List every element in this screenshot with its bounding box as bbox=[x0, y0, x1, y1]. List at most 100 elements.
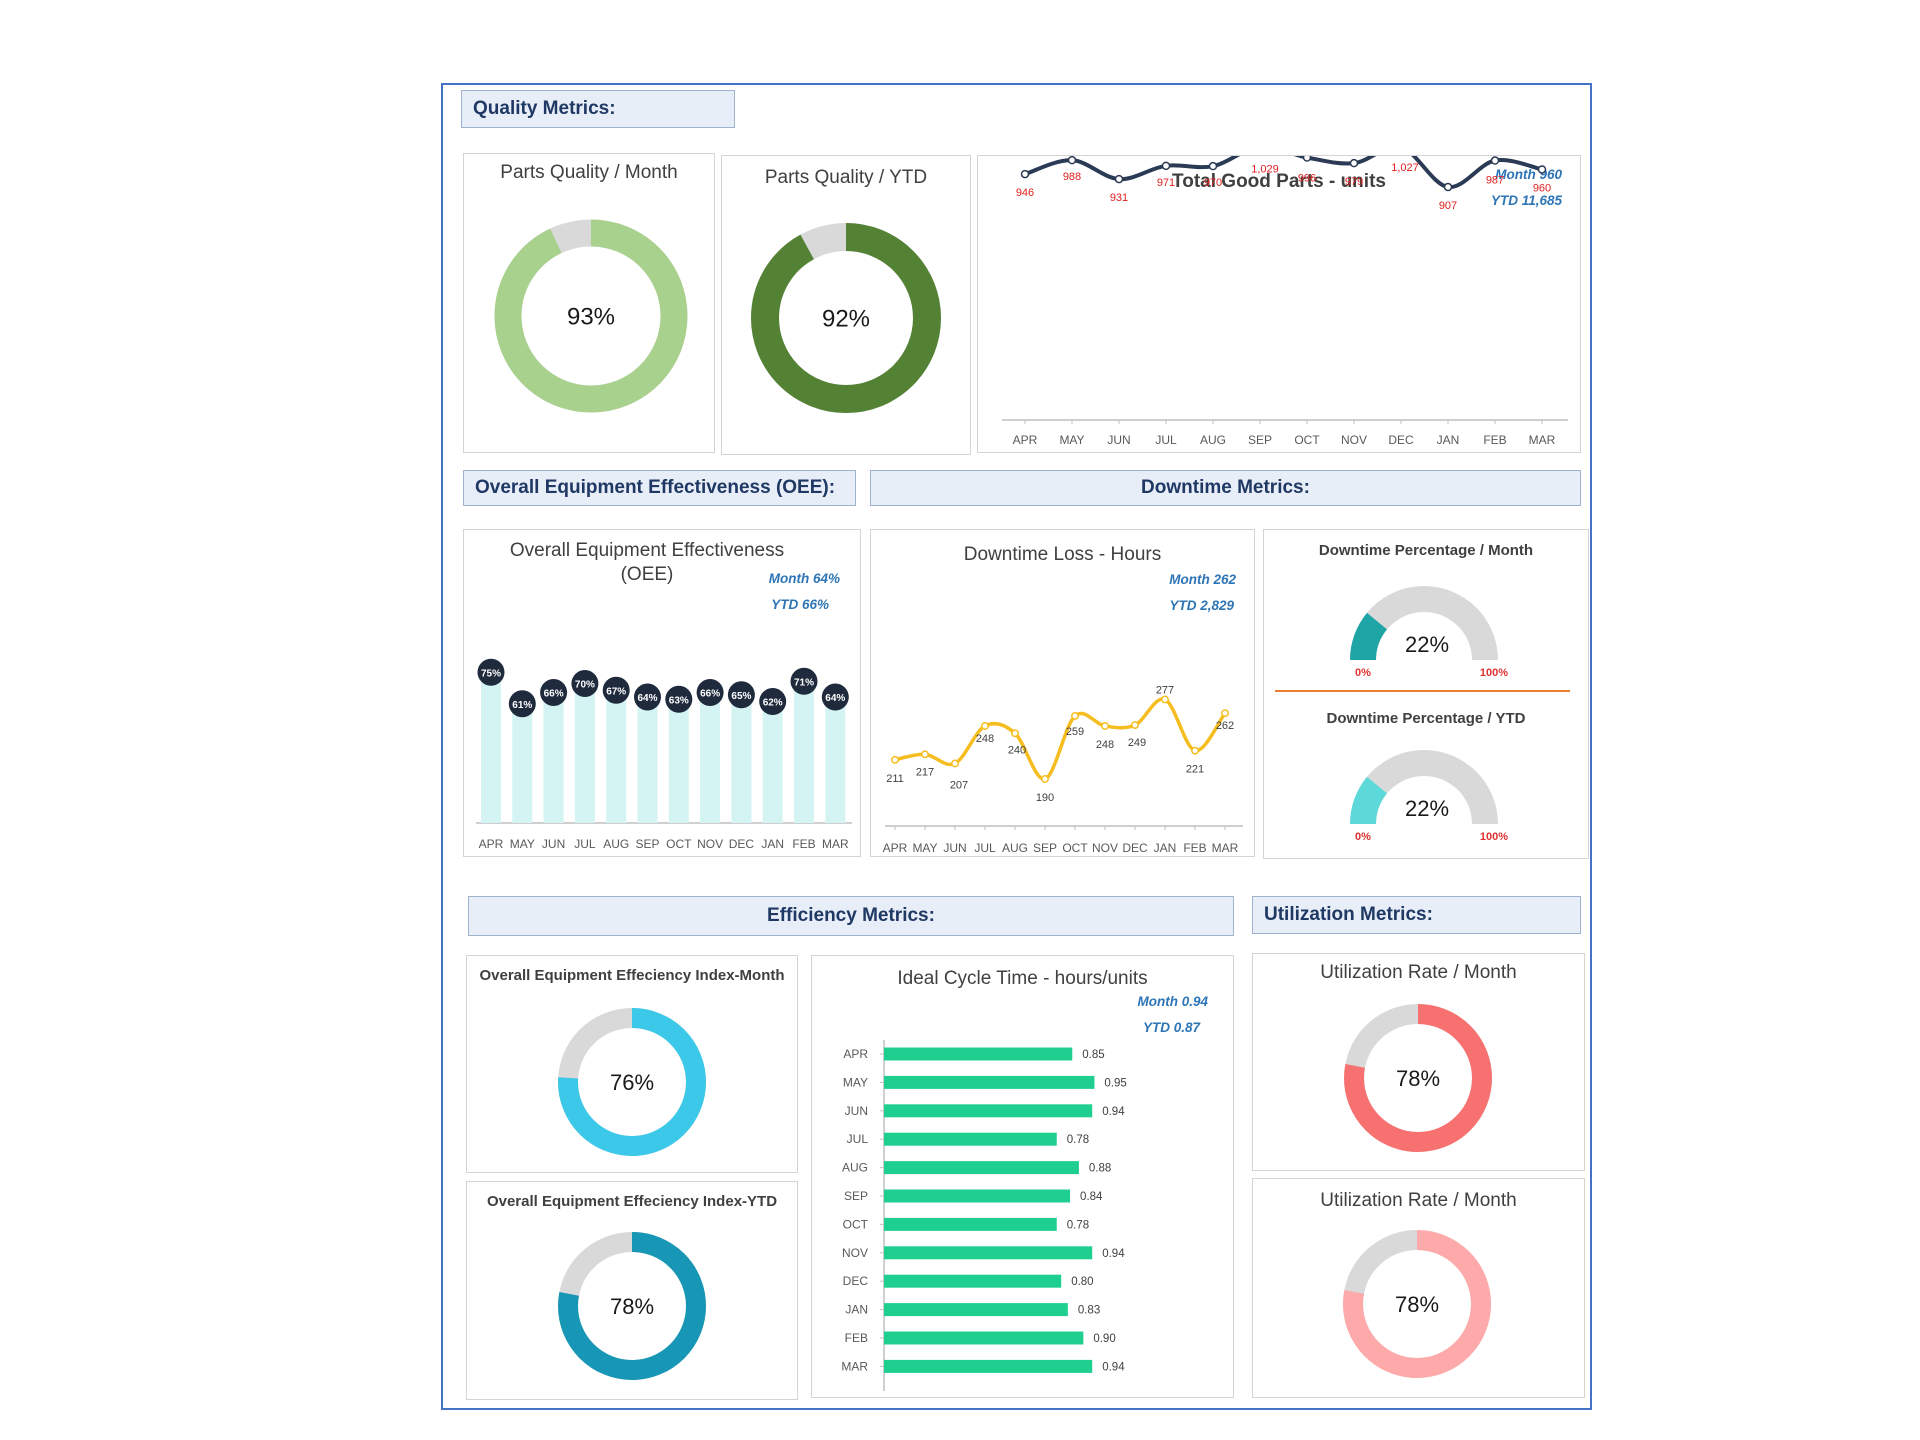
cycle-bar bbox=[884, 1075, 1095, 1089]
oee-bar-marker bbox=[540, 679, 568, 706]
oee-bar-marker bbox=[508, 690, 536, 718]
y-tick-label: SEP bbox=[844, 1189, 868, 1203]
donut-center-label: 78% bbox=[610, 1294, 654, 1319]
total-good-parts-ytd-kpi: YTD 11,685 bbox=[1490, 193, 1562, 208]
data-point bbox=[1041, 775, 1049, 783]
downtime-loss-title: Downtime Loss - Hours bbox=[963, 544, 1162, 565]
data-label: 907 bbox=[1439, 200, 1457, 212]
x-tick-label: NOV bbox=[697, 837, 723, 851]
x-tick-label: MAR bbox=[1212, 841, 1239, 855]
utilization-month-panel: Utilization Rate / Month 78% bbox=[1252, 953, 1585, 1171]
oee-bar-marker bbox=[790, 667, 818, 695]
x-tick-label: MAR bbox=[1529, 433, 1556, 447]
ideal-cycle-ytd-kpi: YTD 0.87 bbox=[1142, 1020, 1200, 1035]
downtime-loss-month-kpi: Month 262 bbox=[1169, 572, 1236, 587]
data-label: 960 bbox=[1533, 182, 1551, 194]
data-label: 946 bbox=[1016, 187, 1034, 199]
cycle-bar-label: 0.85 bbox=[1082, 1049, 1104, 1061]
y-tick-label: JUL bbox=[847, 1132, 869, 1146]
ideal-cycle-time-panel: Ideal Cycle Time - hours/units Month 0.9… bbox=[811, 955, 1234, 1398]
oee-bar-label: 66% bbox=[700, 689, 720, 700]
oee-bar bbox=[606, 690, 627, 823]
y-tick-label: OCT bbox=[843, 1217, 869, 1231]
cycle-bar-label: 0.84 bbox=[1080, 1191, 1103, 1203]
total-good-parts-chart: 946 APR 988 MAY 931 JUN 971 JUL 970 AUG 1,029 SEP 99… bbox=[1002, 156, 1568, 447]
x-tick-label: APR bbox=[1013, 433, 1038, 447]
data-point bbox=[1161, 161, 1171, 171]
data-label: 190 bbox=[1036, 792, 1054, 804]
gauge-min-label: 0% bbox=[1355, 667, 1371, 679]
cycle-bar bbox=[884, 1303, 1068, 1317]
oee-bar bbox=[762, 701, 783, 823]
oee-bar-marker bbox=[696, 679, 724, 706]
x-tick-label: JUN bbox=[943, 841, 966, 855]
oee-bar-label: 61% bbox=[512, 700, 532, 711]
data-point bbox=[1114, 174, 1124, 184]
x-tick-label: APR bbox=[479, 837, 504, 851]
x-tick-label: SEP bbox=[1248, 433, 1272, 447]
x-tick-label: NOV bbox=[1341, 433, 1367, 447]
data-label: 987 bbox=[1486, 175, 1504, 187]
total-good-parts-panel: Total Good Parts - units Month 960 YTD 1… bbox=[977, 155, 1581, 453]
oee-index-ytd-panel: Overall Equipment Effeciency Index-YTD 7… bbox=[466, 1181, 798, 1400]
oee-bar-label: 63% bbox=[669, 695, 689, 706]
data-label: 931 bbox=[1110, 192, 1128, 204]
downtime-section-header: Downtime Metrics: bbox=[870, 470, 1581, 506]
cycle-bar-label: 0.83 bbox=[1078, 1305, 1100, 1317]
cycle-bar bbox=[884, 1217, 1057, 1231]
oee-bar bbox=[731, 694, 752, 823]
data-point bbox=[1537, 165, 1547, 174]
x-tick-label: OCT bbox=[666, 837, 692, 851]
cycle-bar bbox=[884, 1047, 1073, 1061]
oee-title-line1: Overall Equipment Effectiveness bbox=[509, 540, 785, 561]
y-tick-label: JAN bbox=[845, 1303, 868, 1317]
downtime-pct-ytd-title: Downtime Percentage / YTD bbox=[1326, 710, 1526, 727]
oee-bar bbox=[700, 692, 721, 823]
y-tick-label: FEB bbox=[845, 1331, 868, 1345]
downtime-loss-chart: 211 APR 217 MAY 207 JUN 248 JUL 240 AUG 190 SEP 259 O… bbox=[883, 684, 1243, 855]
oee-bar-label: 66% bbox=[544, 689, 564, 700]
ideal-cycle-time-title: Ideal Cycle Time - hours/units bbox=[897, 968, 1148, 989]
x-tick-label: JUN bbox=[1107, 433, 1130, 447]
data-point bbox=[1349, 158, 1359, 168]
donut-center-label: 78% bbox=[1396, 1066, 1440, 1091]
x-tick-label: MAY bbox=[912, 841, 937, 855]
cycle-bar bbox=[884, 1189, 1071, 1203]
data-label: 217 bbox=[916, 766, 934, 778]
oee-index-ytd-title: Overall Equipment Effeciency Index-YTD bbox=[486, 1193, 778, 1210]
y-tick-label: JUN bbox=[845, 1104, 868, 1118]
data-point bbox=[921, 750, 929, 759]
data-point bbox=[1067, 156, 1077, 165]
x-tick-label: MAY bbox=[1059, 433, 1084, 447]
x-tick-label: MAR bbox=[822, 837, 849, 851]
data-point bbox=[1071, 711, 1079, 720]
x-tick-label: SEP bbox=[1033, 841, 1057, 855]
oee-bar-label: 64% bbox=[637, 693, 657, 704]
oee-bar bbox=[481, 672, 501, 823]
oee-bar-marker bbox=[634, 683, 661, 711]
parts-quality-ytd-panel: Parts Quality / YTD 92% bbox=[721, 155, 971, 455]
cycle-bar-label: 0.80 bbox=[1071, 1276, 1093, 1288]
oee-index-ytd-donut: 78% bbox=[558, 1232, 706, 1380]
oee-bar bbox=[543, 692, 564, 823]
oee-bar bbox=[825, 697, 846, 823]
y-tick-label: MAR bbox=[841, 1359, 868, 1373]
cycle-bar-label: 0.95 bbox=[1104, 1077, 1126, 1089]
oee-bar-label: 71% bbox=[794, 677, 814, 688]
oee-bar-marker bbox=[477, 658, 505, 686]
efficiency-section-header: Efficiency Metrics: bbox=[468, 896, 1234, 936]
oee-bar-marker bbox=[665, 685, 693, 713]
x-tick-label: FEB bbox=[1183, 841, 1206, 855]
cycle-bar-label: 0.90 bbox=[1093, 1333, 1115, 1345]
data-label: 277 bbox=[1156, 684, 1174, 696]
x-tick-label: FEB bbox=[1483, 433, 1506, 447]
quality-section-header: Quality Metrics: bbox=[461, 90, 735, 128]
oee-index-month-panel: Overall Equipment Effeciency Index-Month… bbox=[466, 955, 798, 1173]
data-label: 221 bbox=[1186, 764, 1204, 776]
cycle-bar-label: 0.94 bbox=[1102, 1248, 1125, 1260]
cycle-bar bbox=[884, 1331, 1084, 1345]
donut-value-arc bbox=[558, 1008, 706, 1156]
x-tick-label: DEC bbox=[1388, 433, 1414, 447]
downtime-loss-ytd-kpi: YTD 2,829 bbox=[1169, 598, 1234, 613]
oee-bar bbox=[512, 703, 533, 823]
